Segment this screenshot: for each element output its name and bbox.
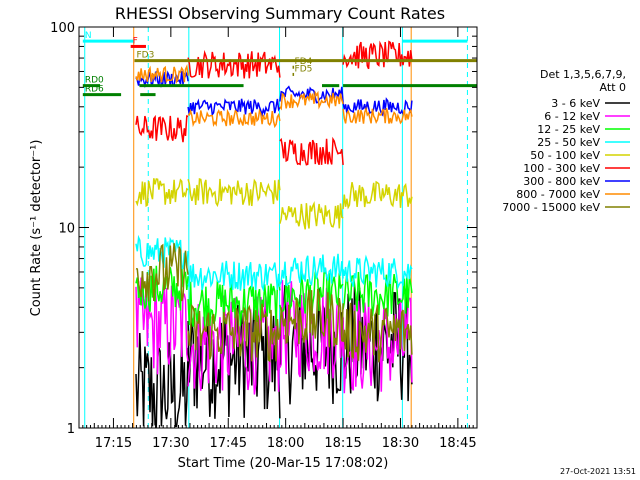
x-tick-label: 18:00 <box>267 436 304 451</box>
legend-label: 50 - 100 keV <box>530 149 600 162</box>
flag-label: FD4 <box>295 57 313 67</box>
y-axis-label: Count Rate (s⁻¹ detector⁻¹) <box>29 140 44 317</box>
flag-label: FD3 <box>136 51 154 61</box>
legend-header: Det 1,3,5,6,7,9, <box>540 68 626 81</box>
legend-label: 12 - 25 keV <box>537 123 600 136</box>
series-line <box>135 64 413 129</box>
legend-label: 3 - 6 keV <box>551 97 600 110</box>
series-line <box>135 243 413 363</box>
legend-label: 800 - 7000 keV <box>516 188 600 201</box>
x-tick-label: 18:15 <box>324 436 361 451</box>
x-axis-label: Start Time (20-Mar-15 17:08:02) <box>178 456 389 471</box>
series-line <box>135 234 413 293</box>
flag-label: RD6 <box>85 85 104 95</box>
x-tick-label: 17:15 <box>95 436 132 451</box>
series-line <box>135 284 413 429</box>
series-line <box>135 40 413 166</box>
timestamp: 27-Oct-2021 13:51 <box>560 467 636 476</box>
series-line <box>135 178 413 230</box>
y-tick-label: 100 <box>50 21 75 36</box>
flag-label: RD0 <box>85 76 104 86</box>
flag-label: F <box>133 36 138 46</box>
legend-label: 25 - 50 keV <box>537 136 600 149</box>
legend-label: 7000 - 15000 keV <box>502 201 600 214</box>
y-tick-label: 1 <box>67 422 75 437</box>
series-line <box>135 265 413 327</box>
chart-title: RHESSI Observing Summary Count Rates <box>115 4 445 23</box>
legend-label: 6 - 12 keV <box>544 110 600 123</box>
flag-label: N <box>85 31 92 41</box>
flag-label: FD5 <box>295 64 313 74</box>
x-tick-label: 18:45 <box>439 436 476 451</box>
legend-header: Att 0 <box>600 81 626 94</box>
legend-label: 100 - 300 keV <box>523 162 600 175</box>
x-tick-label: 18:30 <box>382 436 419 451</box>
x-tick-label: 17:45 <box>210 436 247 451</box>
y-tick-label: 10 <box>58 222 75 237</box>
series-line <box>135 70 413 118</box>
x-tick-label: 17:30 <box>152 436 189 451</box>
legend-label: 300 - 800 keV <box>523 175 600 188</box>
